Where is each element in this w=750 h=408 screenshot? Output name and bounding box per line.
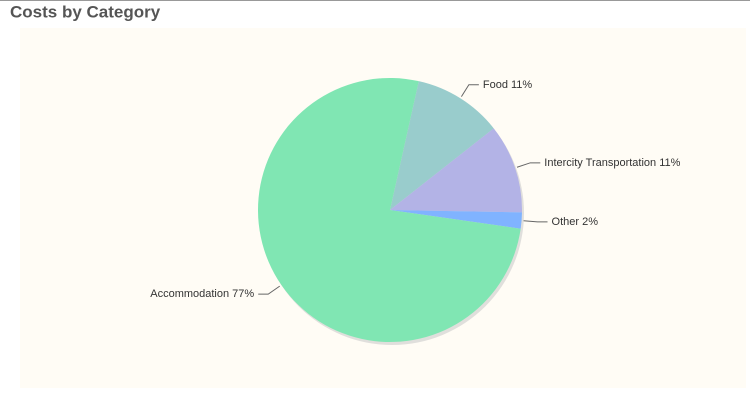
slice-category: Intercity Transportation: [544, 157, 656, 169]
slice-label: Accommodation 77%: [150, 288, 254, 300]
leader-line: [516, 162, 541, 168]
pie-slice: [258, 78, 521, 343]
leader-line: [523, 220, 548, 223]
pie-slice: [390, 81, 494, 210]
slice-category: Food: [483, 79, 508, 91]
pie-slice: [390, 128, 522, 213]
slice-value-label: 2%: [582, 216, 598, 228]
leader-line: [258, 285, 281, 295]
slice-label: Intercity Transportation 11%: [544, 157, 680, 169]
slice-category: Accommodation: [150, 288, 229, 300]
slice-label: Other 2%: [552, 216, 599, 228]
slice-label: Food 11%: [483, 79, 533, 91]
slice-value-label: 11%: [659, 157, 680, 169]
slice-value-label: 77%: [232, 288, 254, 300]
leader-line: [460, 84, 479, 97]
slice-value-label: 11%: [511, 79, 532, 91]
slice-category: Other: [552, 216, 580, 228]
chart-title: Costs by Category: [10, 2, 161, 21]
pie-slice: [390, 210, 522, 229]
